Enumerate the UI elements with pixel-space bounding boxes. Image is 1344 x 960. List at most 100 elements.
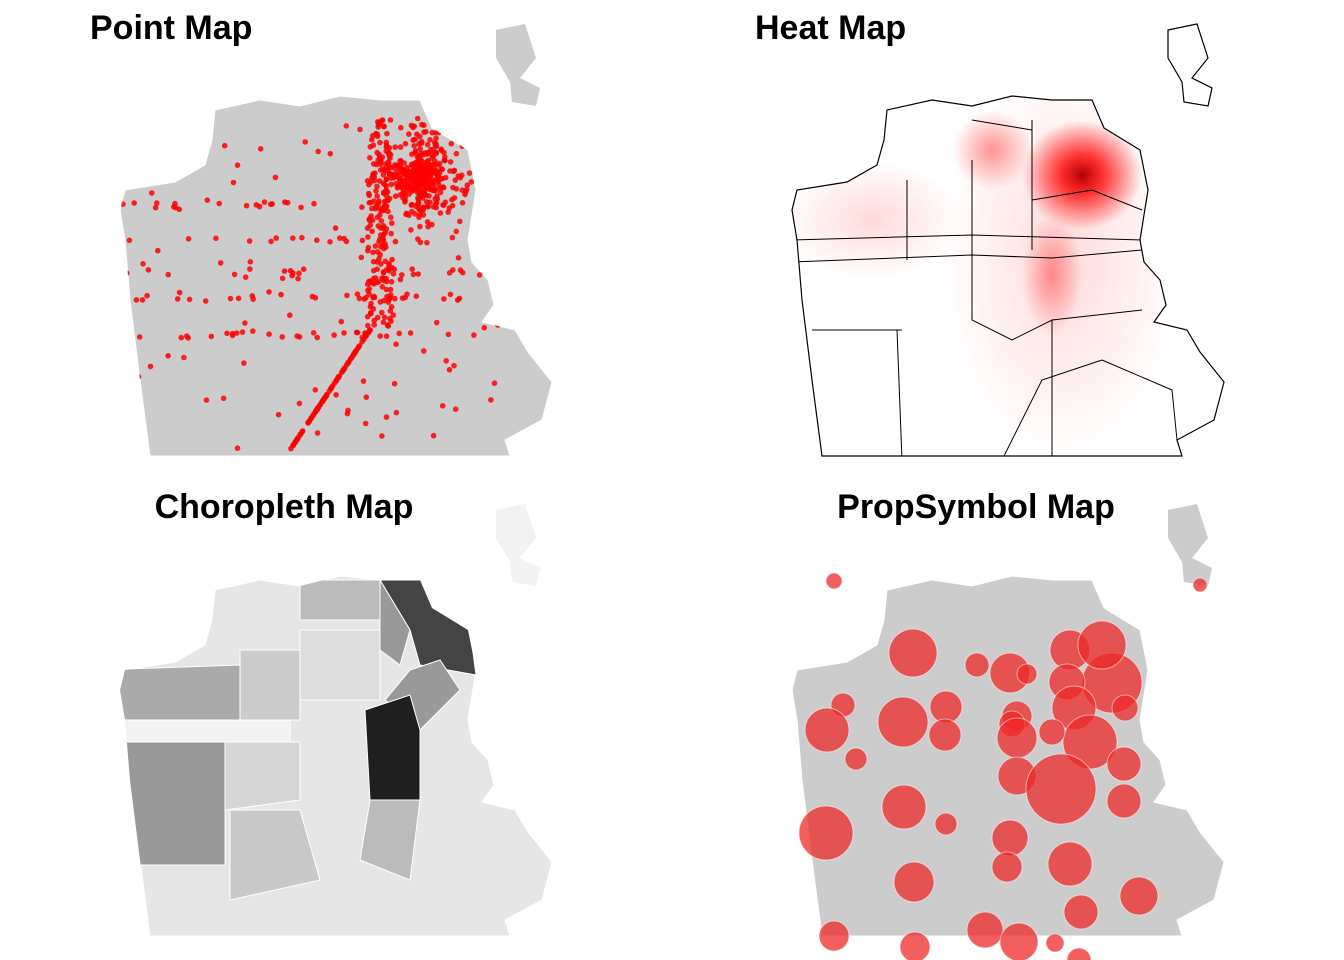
point: [305, 419, 312, 426]
point: [203, 397, 210, 403]
point: [216, 200, 222, 207]
point: [371, 198, 377, 204]
point: [372, 243, 379, 249]
point: [299, 428, 306, 434]
point: [397, 175, 404, 182]
point: [204, 197, 211, 203]
point: [311, 200, 317, 207]
point: [365, 247, 371, 254]
symbol: [1016, 663, 1038, 685]
point: [441, 157, 448, 164]
point: [208, 333, 215, 340]
point: [332, 225, 339, 231]
point: [312, 387, 319, 393]
point: [365, 234, 371, 240]
point: [246, 238, 253, 244]
point: [369, 136, 375, 143]
point: [361, 296, 368, 302]
point: [371, 317, 378, 324]
point: [268, 238, 274, 245]
point: [391, 380, 398, 387]
point: [213, 235, 219, 242]
point: [388, 279, 395, 285]
point: [363, 394, 370, 401]
point: [312, 409, 318, 416]
point: [367, 303, 374, 310]
point: [131, 200, 137, 206]
point: [408, 227, 414, 233]
point: [438, 166, 445, 172]
point: [359, 339, 365, 345]
point: [296, 270, 302, 277]
point: [455, 173, 462, 179]
symbol: [825, 572, 843, 590]
point-map-panel: Point Map: [90, 9, 553, 457]
point: [337, 235, 343, 241]
point: [397, 144, 404, 150]
point: [445, 331, 452, 338]
point: [389, 256, 395, 263]
point: [429, 168, 436, 175]
point: [441, 296, 447, 302]
point: [441, 149, 447, 156]
point: [383, 139, 390, 146]
point: [437, 189, 444, 196]
point: [388, 318, 394, 324]
point: [450, 168, 457, 175]
point: [152, 204, 159, 211]
panel-title: Point Map: [90, 9, 252, 47]
point: [331, 332, 337, 338]
point: [333, 392, 339, 398]
point: [396, 330, 403, 337]
point: [383, 414, 390, 420]
point: [421, 122, 427, 128]
symbol: [966, 911, 1004, 949]
point: [430, 187, 436, 194]
point: [185, 236, 192, 242]
point: [427, 137, 433, 143]
point: [366, 181, 372, 188]
point: [149, 190, 155, 196]
point: [266, 289, 272, 295]
point: [287, 312, 293, 319]
point: [475, 215, 481, 221]
symbol: [1066, 947, 1092, 960]
point: [272, 174, 279, 181]
point: [295, 275, 301, 282]
point: [415, 271, 422, 277]
point: [384, 130, 390, 137]
heat: [792, 96, 1182, 456]
point: [387, 151, 394, 158]
point: [234, 330, 240, 336]
point: [124, 270, 130, 276]
point: [447, 291, 454, 298]
point: [385, 208, 391, 215]
point: [377, 299, 384, 305]
point: [456, 295, 463, 302]
point: [221, 142, 228, 149]
point: [366, 200, 373, 206]
point: [415, 179, 422, 186]
heat-map-panel: Heat Map: [755, 9, 1225, 457]
point: [407, 330, 414, 336]
point: [370, 249, 376, 256]
point: [400, 195, 406, 201]
point: [414, 131, 420, 137]
point: [186, 296, 193, 303]
point: [343, 123, 350, 129]
point: [308, 415, 314, 422]
point: [421, 181, 428, 188]
symbol: [1038, 718, 1066, 746]
point: [410, 124, 416, 131]
point: [144, 292, 150, 299]
point: [410, 271, 417, 278]
point: [241, 360, 247, 366]
point: [165, 271, 171, 278]
symbol: [877, 696, 929, 748]
point: [353, 329, 360, 336]
choropleth-panel: Choropleth Map: [119, 488, 553, 937]
point: [191, 117, 198, 123]
point: [412, 148, 419, 154]
symbol: [996, 717, 1038, 759]
point: [383, 244, 389, 250]
